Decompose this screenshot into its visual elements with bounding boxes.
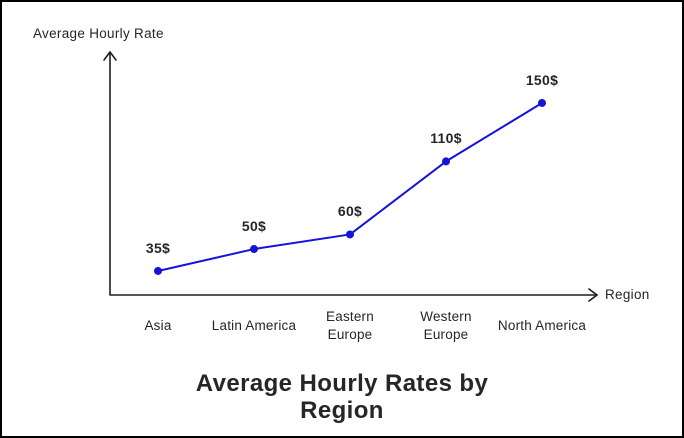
- category-tick-label: Eastern Europe: [326, 309, 374, 342]
- point-value-label: 110$: [430, 130, 462, 147]
- category-tick-label: Western Europe: [420, 309, 472, 342]
- x-axis-arrowhead: [588, 288, 598, 302]
- point-value-label: 50$: [241, 218, 267, 235]
- category-tick-label: Latin America: [211, 318, 297, 333]
- y-axis-arrowhead: [103, 51, 117, 61]
- data-point: [346, 230, 354, 239]
- y-axis-label: Average Hourly Rate: [33, 26, 164, 41]
- data-point: [538, 98, 546, 107]
- data-point: [250, 245, 258, 254]
- category-tick-label: Asia: [144, 318, 172, 333]
- category-tick-label: North America: [497, 318, 587, 333]
- data-point: [154, 266, 162, 275]
- x-axis-label: Region: [605, 287, 650, 302]
- data-point: [442, 157, 450, 166]
- point-value-label: 150$: [525, 71, 559, 88]
- point-value-label: 60$: [337, 203, 363, 220]
- series-line: [157, 102, 543, 272]
- point-value-label: 35$: [145, 239, 171, 256]
- axis-lines: [109, 51, 598, 296]
- chart-title: Average Hourly Rates by Region: [195, 370, 489, 424]
